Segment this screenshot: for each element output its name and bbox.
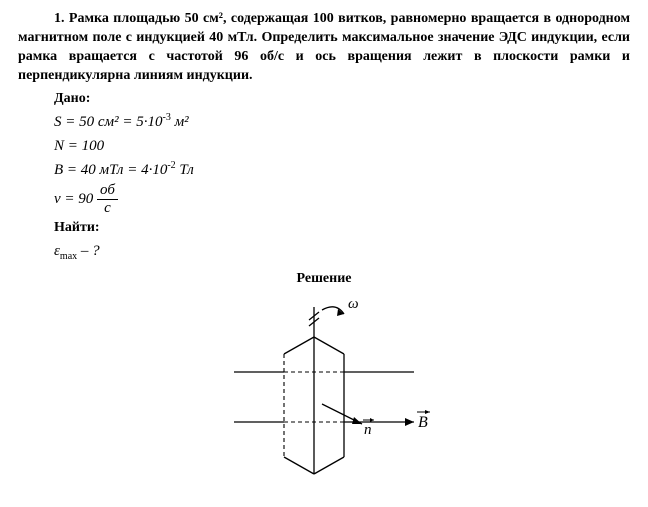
frame-bottom-left [284,457,314,474]
formula-nu-frac: об с [97,183,118,216]
formula-S-lhs: S = 50 см² = 5·10 [54,114,162,130]
frame-top-left [284,337,314,354]
formula-eps-sub: max [60,251,77,262]
formula-nu-den: с [97,200,118,216]
formula-nu-num: об [97,183,118,200]
formula-B-lhs: B = 40 мТл = 4·10 [54,162,167,178]
formula-B-unit: Тл [176,162,194,178]
formula-N: N = 100 [54,136,630,156]
formula-B-exp: -2 [167,160,175,171]
formula-S-exp: -3 [162,112,170,123]
B-label: B [418,414,428,431]
n-arrowhead [352,417,362,424]
B-arrowhead [405,418,414,426]
formula-nu: ν = 90 об с [54,183,630,216]
given-label: Дано: [54,90,630,109]
problem-number: 1. [54,11,65,26]
omega-label: ω [348,296,359,312]
formula-nu-lhs: ν = 90 [54,191,93,207]
n-label: n [364,422,372,438]
formula-S: S = 50 см² = 5·10-3 м² [54,111,630,132]
find-label: Найти: [54,219,630,238]
formula-B: B = 40 мТл = 4·10-2 Тл [54,159,630,180]
formula-eps: εmax – ? [54,241,630,264]
frame-diagram: ω B n [204,292,444,482]
frame-top-right [314,337,344,354]
formula-eps-rhs: – ? [77,243,100,259]
problem-text: Рамка площадью 50 см², содержащая 100 ви… [18,11,630,83]
diagram-container: ω B n [18,292,630,489]
frame-bottom-right [314,457,344,474]
solution-title: Решение [18,270,630,289]
given-section: Дано: S = 50 см² = 5·10-3 м² N = 100 B =… [54,90,630,264]
problem-statement: 1. Рамка площадью 50 см², содержащая 100… [18,10,630,86]
formula-S-unit: м² [171,114,189,130]
